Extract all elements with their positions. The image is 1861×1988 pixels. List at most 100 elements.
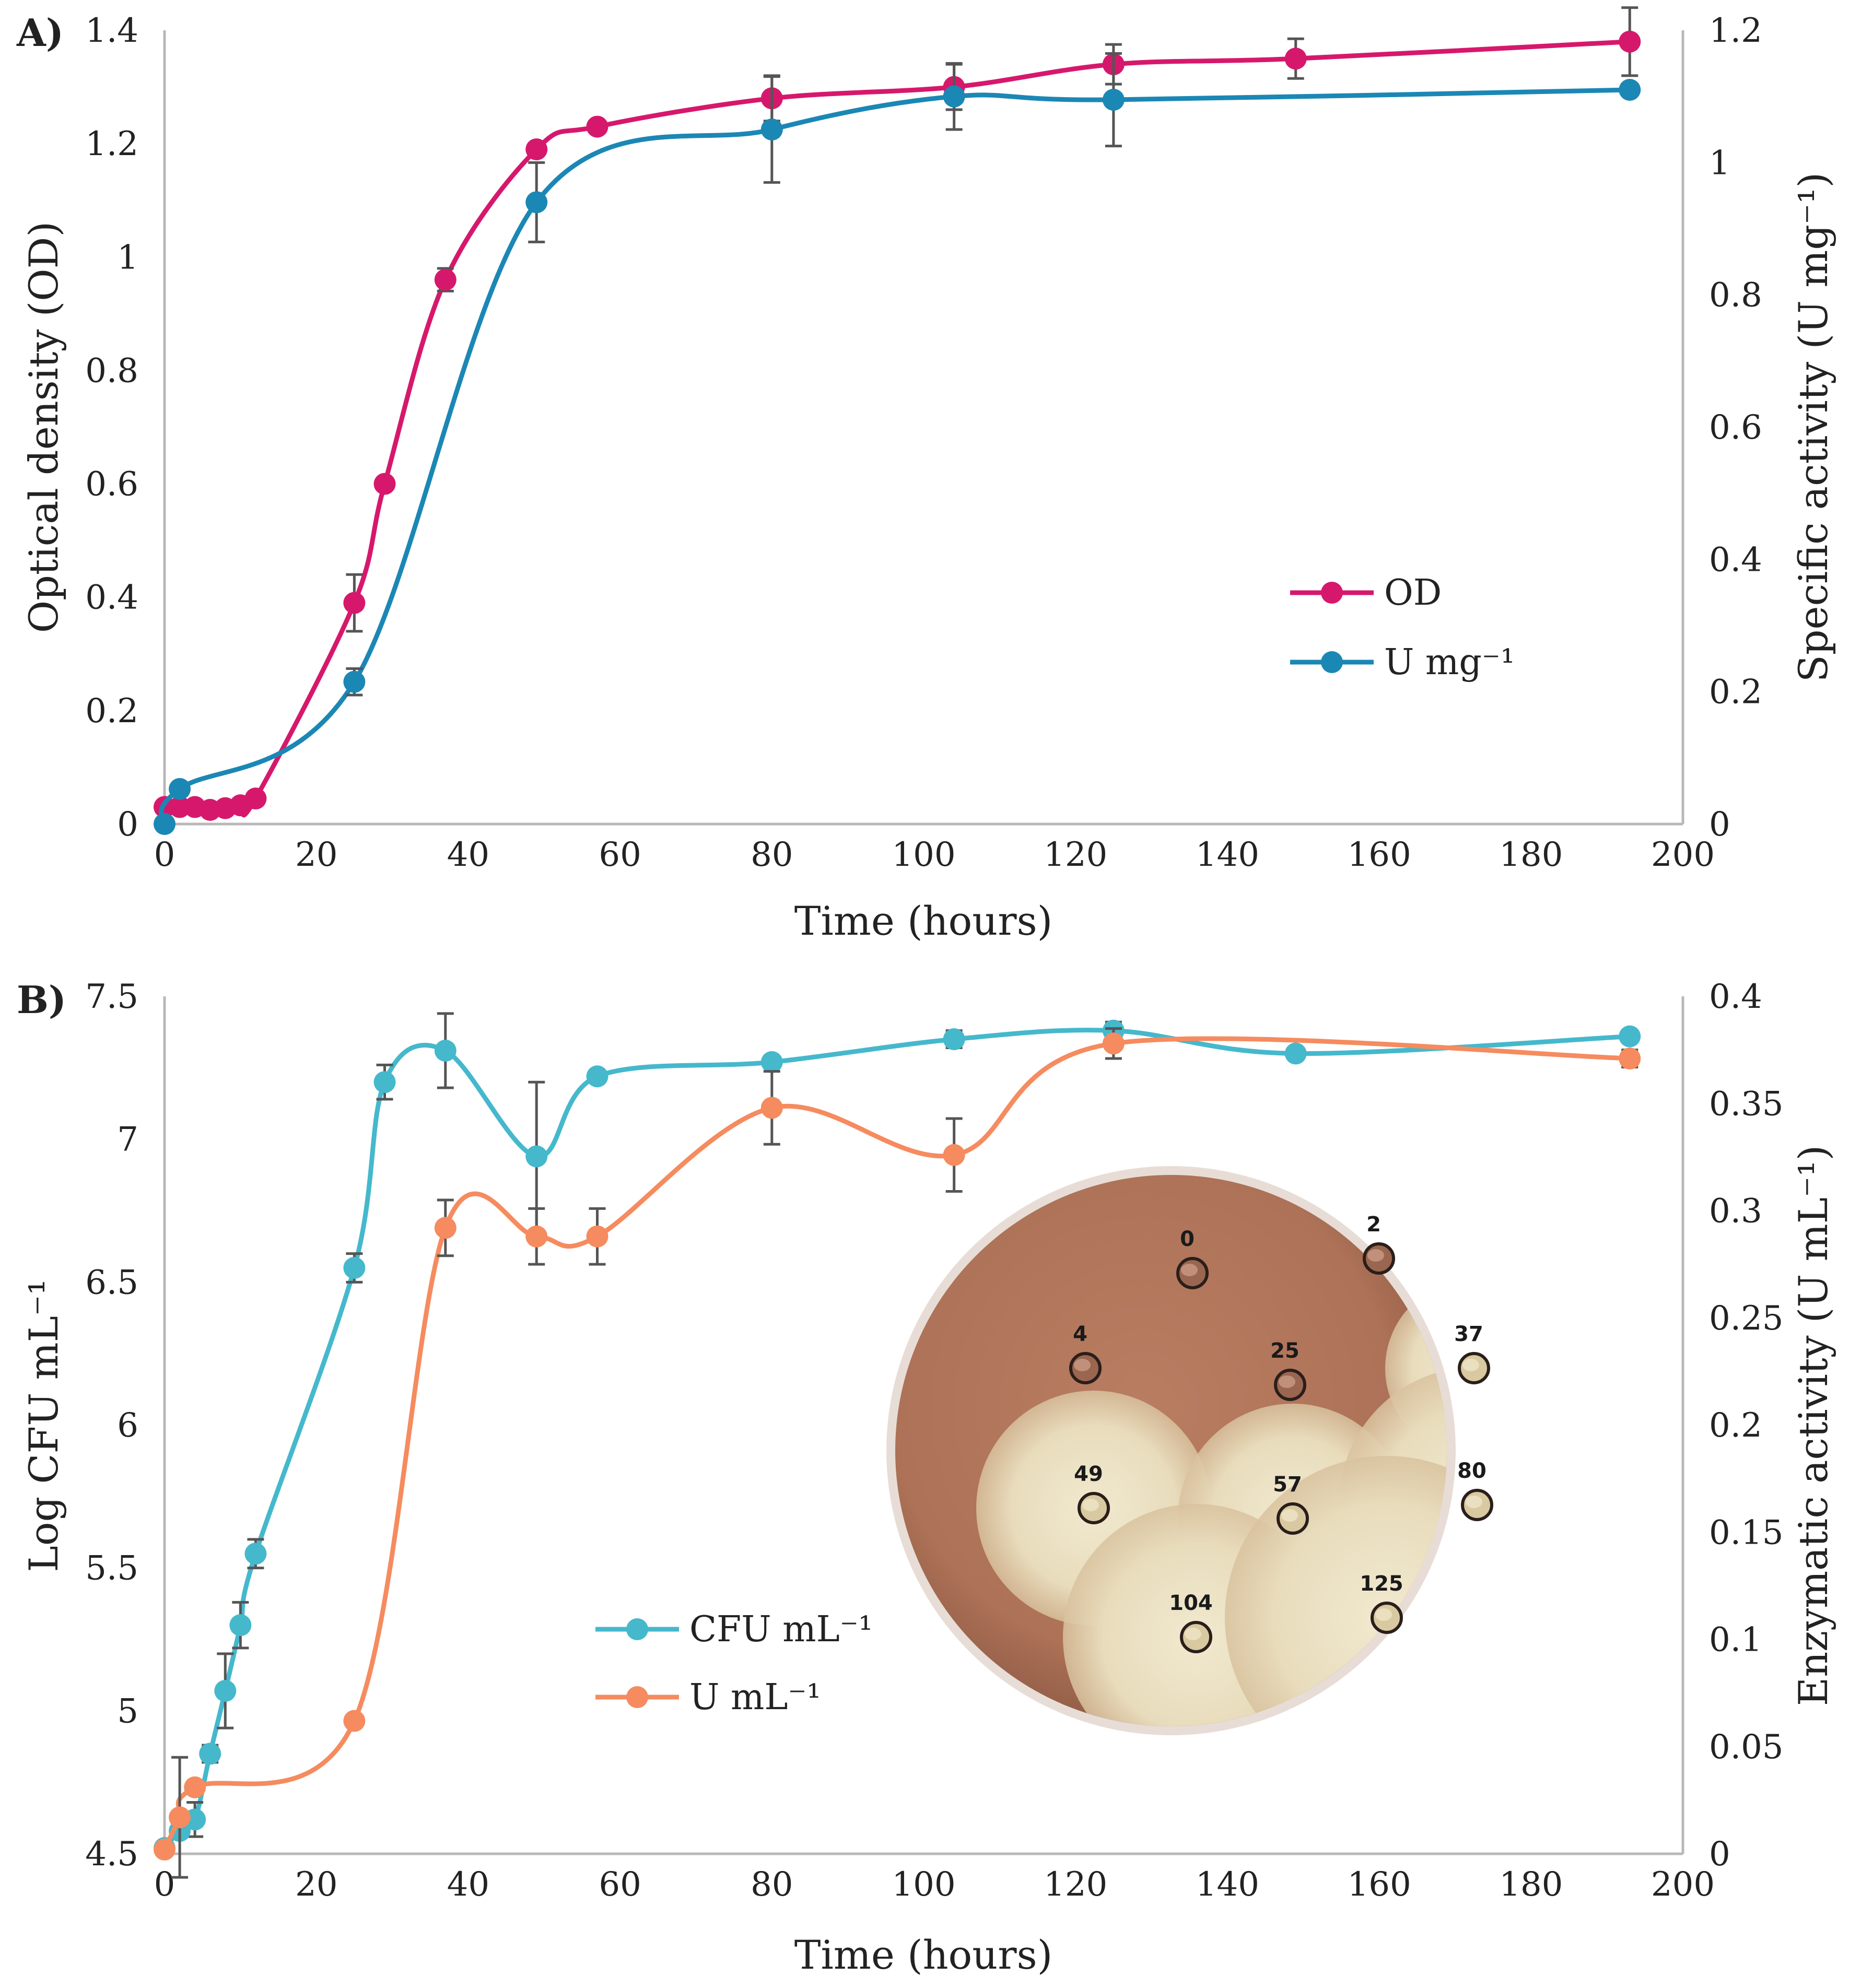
data-point xyxy=(1284,48,1307,70)
data-point xyxy=(229,1614,252,1637)
x-tick-label: 140 xyxy=(1196,1865,1259,1904)
legend-od-label: OD xyxy=(1384,572,1442,614)
y2-tick-label: 0 xyxy=(1709,1835,1730,1874)
data-point xyxy=(760,119,783,140)
data-point xyxy=(1619,30,1641,53)
x-axis-label-a: Time (hours) xyxy=(794,898,1052,944)
y2-tick-label: 0.4 xyxy=(1709,978,1762,1016)
y-tick-label: 0 xyxy=(117,805,138,844)
data-point xyxy=(1619,1048,1641,1070)
x-tick-label: 200 xyxy=(1651,1865,1715,1904)
series-od-a xyxy=(154,6,1641,821)
panel-label-a: A) xyxy=(16,10,64,55)
x-tick-label: 20 xyxy=(295,1865,337,1904)
chart-panel-b: B) 0 20 40 60 80 100 120 140 160 180 200 4.555.566… xyxy=(17,978,1836,1978)
x-tick-label: 200 xyxy=(1651,836,1715,874)
well-label: 0 xyxy=(1180,1227,1195,1251)
series-line xyxy=(159,87,1630,825)
x-tick-label: 180 xyxy=(1499,836,1563,874)
well-label: 2 xyxy=(1366,1213,1381,1237)
y-tick-label: 7.5 xyxy=(85,978,138,1016)
y-tick-label: 1 xyxy=(117,238,138,277)
y-tick-label: 1.4 xyxy=(85,11,138,50)
y-tick-label: 6.5 xyxy=(85,1263,138,1302)
y2-tick-labels-b: 0 0.05 0.1 0.15 0.2 0.25 0.3 0.35 0.4 xyxy=(1709,978,1784,1874)
panel-label-b: B) xyxy=(17,978,66,1022)
y2-tick-label: 0.2 xyxy=(1709,1406,1762,1445)
x-tick-labels-a: 0 20 40 60 80 100 120 140 160 180 200 xyxy=(154,836,1715,874)
data-point xyxy=(434,1217,457,1239)
legend-a: OD U mg⁻¹ xyxy=(1290,572,1515,683)
y-tick-label: 7 xyxy=(117,1121,138,1159)
series-group-a xyxy=(154,6,1641,835)
y-tick-label: 5 xyxy=(117,1692,138,1731)
data-point xyxy=(586,1225,608,1248)
well-label: 37 xyxy=(1454,1322,1483,1346)
y-tick-label: 0.4 xyxy=(85,579,138,617)
data-point xyxy=(525,138,548,160)
x-tick-label: 0 xyxy=(154,1865,175,1904)
y-tick-label: 0.6 xyxy=(85,465,138,504)
y2-tick-label: 0.15 xyxy=(1709,1513,1784,1552)
data-point xyxy=(434,268,457,291)
well-label: 4 xyxy=(1073,1322,1087,1346)
x-tick-label: 40 xyxy=(447,1865,489,1904)
well-label: 57 xyxy=(1273,1473,1302,1497)
y-tick-label: 1.2 xyxy=(85,125,138,163)
y-tick-label: 6 xyxy=(117,1406,138,1445)
data-point xyxy=(1102,1032,1125,1055)
x-tick-label: 60 xyxy=(599,1865,641,1904)
data-point xyxy=(1102,89,1125,111)
y2-tick-label: 0 xyxy=(1709,805,1730,844)
x-tick-label: 120 xyxy=(1044,1865,1107,1904)
x-tick-label: 140 xyxy=(1196,836,1259,874)
y-tick-label: 0.8 xyxy=(85,351,138,390)
data-point xyxy=(525,1225,548,1248)
series-uml-b xyxy=(154,1027,1641,1879)
data-point xyxy=(154,1838,175,1861)
x-tick-label: 0 xyxy=(154,836,175,874)
y2-tick-label: 0.4 xyxy=(1709,540,1762,579)
x-axis-label-b: Time (hours) xyxy=(794,1932,1052,1978)
y2-tick-label: 0.6 xyxy=(1709,408,1762,447)
x-tick-label: 20 xyxy=(295,836,337,874)
y2-axis-label-a: Specific activity (U mg⁻¹) xyxy=(1790,172,1836,682)
x-tick-label: 80 xyxy=(751,1865,793,1904)
chart-panel-a: A) 0 20 40 60 80 100 120 140 160 180 200 0 0.2 0.4 0.… xyxy=(16,6,1836,944)
x-tick-label: 160 xyxy=(1348,1865,1411,1904)
data-point xyxy=(1619,79,1641,101)
x-tick-label: 40 xyxy=(447,836,489,874)
y2-tick-labels-a: 0 0.2 0.4 0.6 0.8 1 1.2 xyxy=(1709,11,1762,844)
series-line xyxy=(162,1036,1630,1851)
data-point xyxy=(343,592,366,614)
y2-tick-label: 0.35 xyxy=(1709,1085,1784,1123)
y2-tick-label: 0.25 xyxy=(1709,1299,1784,1338)
legend-umg-label: U mg⁻¹ xyxy=(1384,642,1515,683)
plate-well: 125 xyxy=(1360,1572,1403,1634)
plate-well: 57 xyxy=(1273,1473,1309,1535)
data-point xyxy=(943,85,965,108)
y2-tick-label: 0.05 xyxy=(1709,1728,1784,1767)
data-point xyxy=(760,1051,783,1073)
y-tick-label: 5.5 xyxy=(85,1549,138,1588)
y-tick-label: 4.5 xyxy=(85,1835,138,1874)
well-label: 125 xyxy=(1360,1572,1403,1596)
data-point xyxy=(373,1071,396,1093)
legend-uml-marker xyxy=(626,1686,648,1708)
plate-well: 4 xyxy=(1069,1322,1102,1384)
y2-tick-label: 1 xyxy=(1709,144,1730,182)
x-tick-label: 120 xyxy=(1044,836,1107,874)
y-tick-label: 0.2 xyxy=(85,692,138,731)
y2-tick-label: 1.2 xyxy=(1709,11,1762,50)
y2-axis-label-b: Enzymatic activity (U mL⁻¹) xyxy=(1790,1145,1836,1707)
y-tick-labels-a: 0 0.2 0.4 0.6 0.8 1 1.2 1.4 xyxy=(85,11,138,844)
y-axis-label-a: Optical density (OD) xyxy=(20,221,67,633)
data-point xyxy=(943,1144,965,1166)
data-point xyxy=(373,473,396,495)
plate-well: 80 xyxy=(1457,1459,1493,1521)
plate-well: 25 xyxy=(1270,1339,1306,1401)
plate-well: 0 xyxy=(1176,1227,1209,1289)
well-label: 104 xyxy=(1169,1591,1213,1615)
y-axis-label-b: Log CFU mL⁻¹ xyxy=(20,1279,67,1572)
